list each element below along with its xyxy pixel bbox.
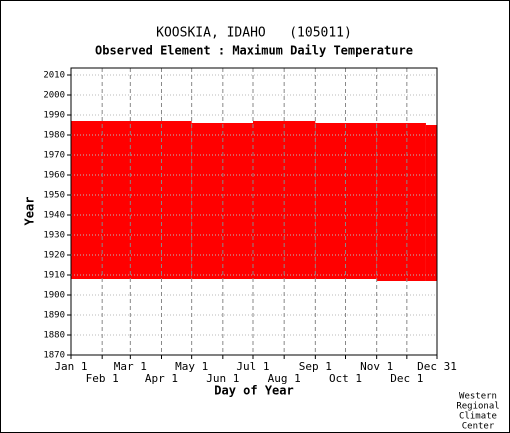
- y-tick-label: 1980: [43, 131, 65, 141]
- y-tick-label: 1880: [43, 331, 65, 341]
- credit: Climate: [459, 412, 497, 422]
- x-tick-label: Mar 1: [114, 360, 147, 373]
- y-tick-label: 1970: [43, 151, 65, 161]
- x-tick-label: Jun 1: [206, 372, 239, 385]
- y-tick-label: 1990: [43, 111, 65, 121]
- coverage-block: [425, 125, 437, 281]
- y-axis-label: Year: [23, 197, 37, 226]
- credit: Regional: [456, 402, 499, 412]
- coverage-block: [191, 123, 253, 279]
- x-tick-label: May 1: [175, 360, 208, 373]
- x-tick-label: Nov 1: [360, 360, 393, 373]
- y-tick-label: 1870: [43, 351, 65, 361]
- y-tick-label: 1950: [43, 191, 65, 201]
- x-tick-label: Sep 1: [299, 360, 332, 373]
- chart-title: KOOSKIA, IDAHO (105011): [156, 26, 352, 41]
- x-tick-label: Feb 1: [86, 372, 119, 385]
- coverage-block: [315, 123, 377, 279]
- y-tick-label: 2000: [43, 91, 65, 101]
- coverage-block: [376, 123, 426, 281]
- y-tick-label: 1930: [43, 231, 65, 241]
- credit: Center: [462, 422, 495, 432]
- x-tick-label: Dec 31: [417, 360, 457, 373]
- x-tick-label: Apr 1: [145, 372, 178, 385]
- y-tick-label: 1960: [43, 171, 65, 181]
- x-tick-label: Oct 1: [329, 372, 362, 385]
- x-tick-label: Jan 1: [54, 360, 87, 373]
- y-tick-label: 1910: [43, 271, 65, 281]
- coverage-block: [71, 121, 192, 279]
- y-tick-label: 1920: [43, 251, 65, 261]
- credit: Western: [459, 392, 497, 402]
- plot-frame: [70, 67, 438, 356]
- x-tick-label: Jul 1: [236, 360, 269, 373]
- y-tick-label: 1940: [43, 211, 65, 221]
- y-tick-label: 1900: [43, 291, 65, 301]
- y-tick-label: 1890: [43, 311, 65, 321]
- x-axis-label: Day of Year: [214, 384, 293, 398]
- x-tick-label: Aug 1: [268, 372, 301, 385]
- chart-subtitle: Observed Element : Maximum Daily Tempera…: [95, 44, 413, 58]
- x-tick-label: Dec 1: [390, 372, 423, 385]
- y-tick-label: 2010: [43, 71, 65, 81]
